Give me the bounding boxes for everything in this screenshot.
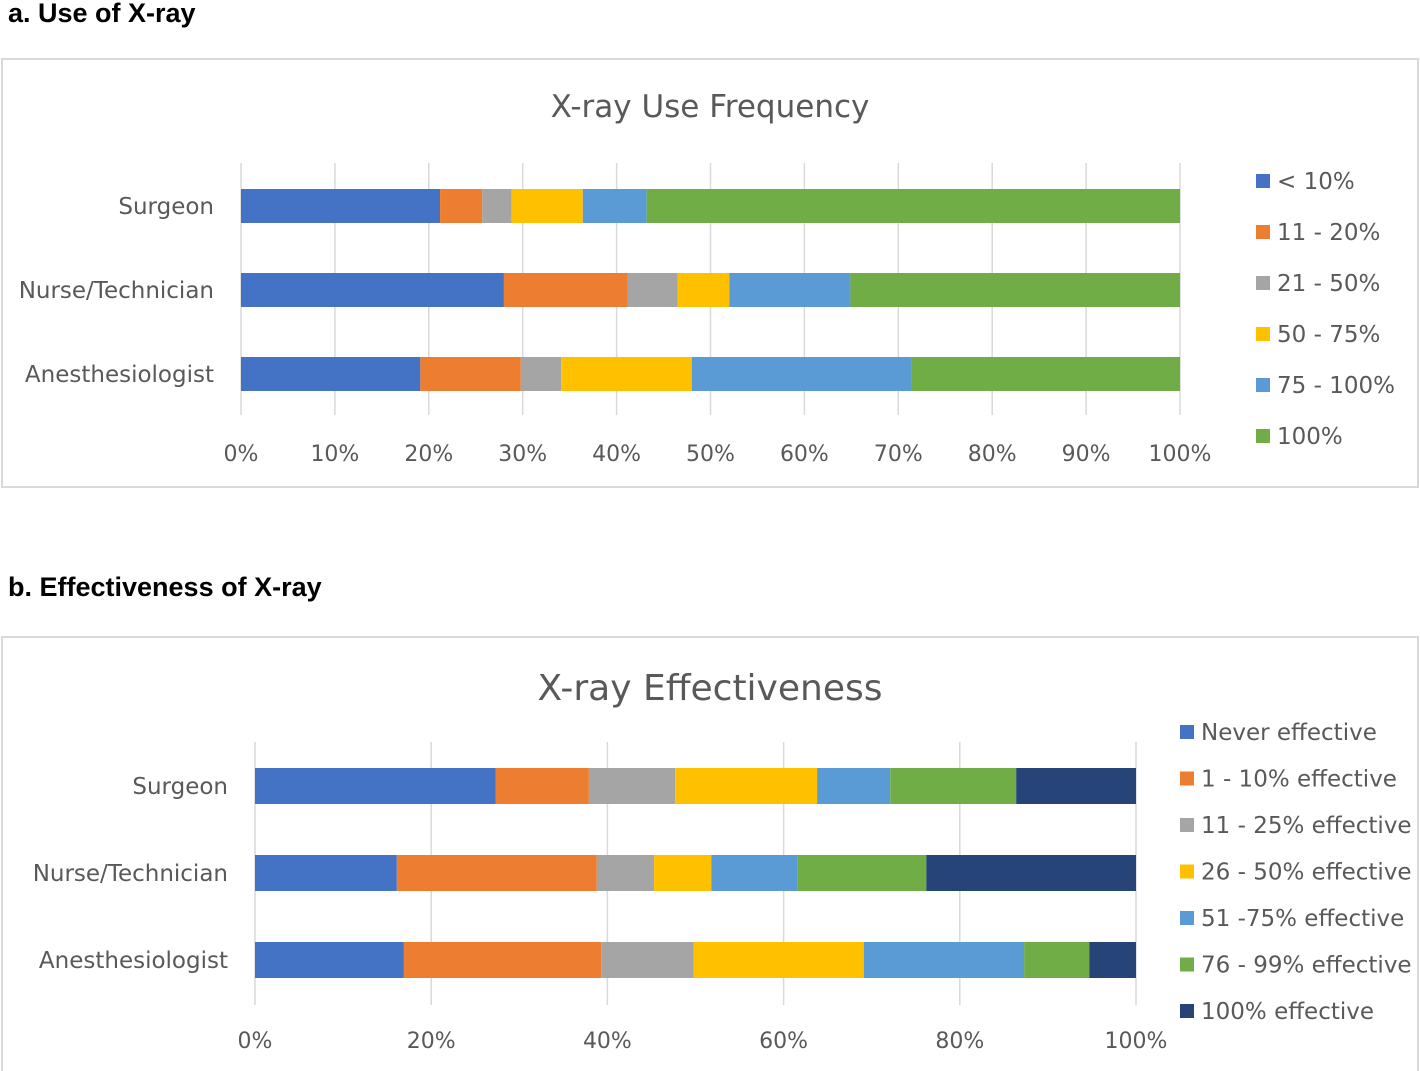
- chart-b-bar-nurse-technician-never-effective: [255, 855, 397, 891]
- chart-a-legend-label: < 10%: [1277, 169, 1355, 195]
- chart-a-bar-surgeon-50-75: [511, 189, 583, 223]
- chart-a-tick-label: 30%: [498, 442, 547, 467]
- chart-a-bar-nurse-technician-50-75: [677, 273, 730, 307]
- chart-a-tick-label: 80%: [968, 442, 1017, 467]
- chart-a-bar-nurse-technician-11-20: [503, 273, 628, 307]
- chart-a-tick-label: 20%: [404, 442, 453, 467]
- chart-a-bar-surgeon-75-100: [582, 189, 647, 223]
- chart-b-legend-label: 51 -75% effective: [1201, 906, 1404, 932]
- chart-b-legend-label: 100% effective: [1201, 999, 1374, 1025]
- chart-a-tick-label: 50%: [686, 442, 735, 467]
- chart-b-title: X-ray Effectiveness: [537, 668, 882, 709]
- chart-a-legend-label: 11 - 20%: [1277, 220, 1380, 246]
- chart-b-tick-label: 20%: [407, 1029, 456, 1054]
- chart-a-legend-swatch: [1256, 429, 1270, 443]
- chart-b-legend-label: 26 - 50% effective: [1201, 860, 1412, 886]
- chart-b-legend-swatch: [1180, 771, 1194, 786]
- chart-a-legend-label: 75 - 100%: [1277, 373, 1395, 399]
- chart-b-legend-swatch: [1180, 864, 1194, 879]
- chart-b-legend-swatch: [1180, 911, 1194, 925]
- chart-b-bar-anesthesiologist-76-99-effective: [1024, 942, 1090, 978]
- chart-b-bar-surgeon-100-effective: [1016, 768, 1136, 804]
- chart-b-category-label: Surgeon: [132, 774, 228, 800]
- chart-b-bar-anesthesiologist-100-effective: [1089, 942, 1136, 978]
- chart-b-bar-surgeon-76-99-effective: [890, 768, 1017, 804]
- chart-a-tick-label: 40%: [592, 442, 641, 467]
- chart-b-bar-anesthesiologist-1-10-effective: [403, 942, 602, 978]
- chart-a-bar-nurse-technician-75-100: [729, 273, 851, 307]
- chart-b-legend-swatch: [1180, 725, 1194, 739]
- chart-b-bar-surgeon-11-25-effective: [588, 768, 676, 804]
- chart-a-bar-surgeon-100: [646, 189, 1180, 223]
- chart-b-bar-surgeon-never-effective: [255, 768, 496, 804]
- chart-b-legend-swatch: [1180, 818, 1194, 832]
- chart-b-bar-anesthesiologist-11-25-effective: [601, 942, 694, 978]
- chart-b-bar-anesthesiologist-26-50-effective: [693, 942, 864, 978]
- chart-a-bar-nurse-technician-10: [241, 273, 504, 307]
- chart-a-tick-label: 10%: [310, 442, 359, 467]
- chart-a-bar-surgeon-10: [241, 189, 441, 223]
- chart-b-legend-label: 1 - 10% effective: [1201, 767, 1397, 793]
- chart-a-legend-label: 100%: [1277, 424, 1343, 450]
- chart-a-legend-swatch: [1256, 225, 1270, 239]
- chart-a-legend-swatch: [1256, 276, 1270, 290]
- chart-b-tick-label: 40%: [583, 1029, 632, 1054]
- chart-b-bar-anesthesiologist-never-effective: [255, 942, 404, 978]
- chart-b-legend-label: Never effective: [1201, 720, 1377, 746]
- chart-b-bar-anesthesiologist-51-75-effective: [863, 942, 1025, 978]
- chart-b-bar-nurse-technician-51-75-effective: [711, 855, 798, 891]
- chart-a-bar-anesthesiologist-11-20: [420, 357, 521, 391]
- chart-a-category-label: Anesthesiologist: [25, 362, 214, 388]
- chart-b-bar-nurse-technician-1-10-effective: [396, 855, 597, 891]
- chart-a-bar-anesthesiologist-100: [911, 357, 1180, 391]
- chart-a-category-label: Nurse/Technician: [19, 278, 214, 304]
- panel-b-label: b. Effectiveness of X-ray: [8, 572, 322, 602]
- chart-a-tick-label: 60%: [780, 442, 829, 467]
- chart-a-legend-label: 50 - 75%: [1277, 322, 1380, 348]
- chart-a-bar-anesthesiologist-21-50: [520, 357, 562, 391]
- chart-b-legend-label: 11 - 25% effective: [1201, 813, 1412, 839]
- panel-a-label: a. Use of X-ray: [8, 0, 196, 28]
- chart-a-tick-label: 70%: [874, 442, 923, 467]
- chart-a-tick-label: 90%: [1062, 442, 1111, 467]
- chart-b-bar-nurse-technician-26-50-effective: [654, 855, 712, 891]
- chart-a-legend-swatch: [1256, 174, 1270, 188]
- chart-a-legend-label: 21 - 50%: [1277, 271, 1380, 297]
- chart-b-bar-nurse-technician-11-25-effective: [596, 855, 655, 891]
- chart-b-tick-label: 0%: [238, 1029, 273, 1054]
- chart-b-bar-surgeon-1-10-effective: [495, 768, 589, 804]
- chart-b-bar-surgeon-51-75-effective: [817, 768, 891, 804]
- chart-a-legend-swatch: [1256, 327, 1270, 341]
- chart-a-tick-label: 100%: [1149, 442, 1212, 467]
- chart-a-bar-surgeon-11-20: [440, 189, 483, 223]
- chart-a-bar-anesthesiologist-75-100: [691, 357, 912, 391]
- chart-b-category-label: Anesthesiologist: [39, 948, 228, 974]
- chart-b-legend-label: 76 - 99% effective: [1201, 953, 1412, 979]
- chart-b-tick-label: 100%: [1105, 1029, 1168, 1054]
- chart-b-tick-label: 80%: [935, 1029, 984, 1054]
- chart-b-tick-label: 60%: [759, 1029, 808, 1054]
- chart-b-bar-nurse-technician-100-effective: [926, 855, 1136, 891]
- chart-b-category-label: Nurse/Technician: [33, 861, 228, 887]
- chart-b-legend-swatch: [1180, 1004, 1194, 1018]
- chart-b-frame: [1, 636, 1419, 1071]
- chart-a-legend-swatch: [1256, 378, 1270, 392]
- chart-a-category-label: Surgeon: [118, 194, 214, 220]
- chart-b-bar-surgeon-26-50-effective: [675, 768, 818, 804]
- chart-a-bar-nurse-technician-21-50: [627, 273, 678, 307]
- chart-a-tick-label: 0%: [224, 442, 259, 467]
- chart-a-bar-surgeon-21-50: [482, 189, 512, 223]
- chart-a-bar-anesthesiologist-10: [241, 357, 421, 391]
- chart-b-bar-nurse-technician-76-99-effective: [797, 855, 927, 891]
- chart-a-bar-anesthesiologist-50-75: [561, 357, 692, 391]
- chart-a-title: X-ray Use Frequency: [551, 89, 870, 125]
- chart-b-legend-swatch: [1180, 957, 1194, 972]
- chart-a-bar-nurse-technician-100: [850, 273, 1180, 307]
